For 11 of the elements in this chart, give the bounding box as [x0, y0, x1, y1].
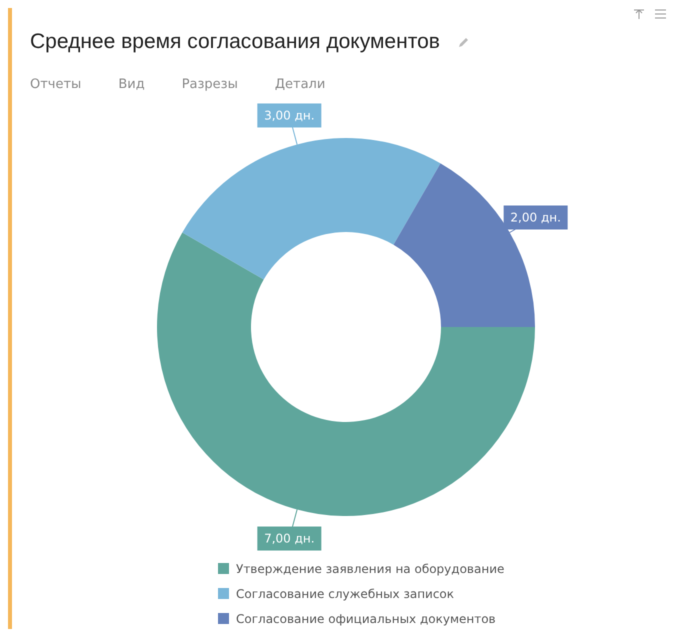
text: Разрезы	[182, 77, 238, 92]
text: Вид	[118, 77, 145, 92]
text: Детали	[274, 77, 326, 92]
legend-label: Согласование официальных документов	[236, 612, 496, 626]
text: Отчеты	[30, 77, 82, 92]
legend-label: Согласование служебных записок	[236, 586, 454, 600]
data-label: 3,00 дн.	[264, 108, 315, 122]
data-label: 7,00 дн.	[264, 532, 315, 546]
legend-label: Утверждение заявления на оборудование	[236, 562, 504, 576]
data-label: 2,00 дн.	[510, 210, 561, 224]
chart-title: Среднее время согласования документов	[30, 30, 440, 54]
